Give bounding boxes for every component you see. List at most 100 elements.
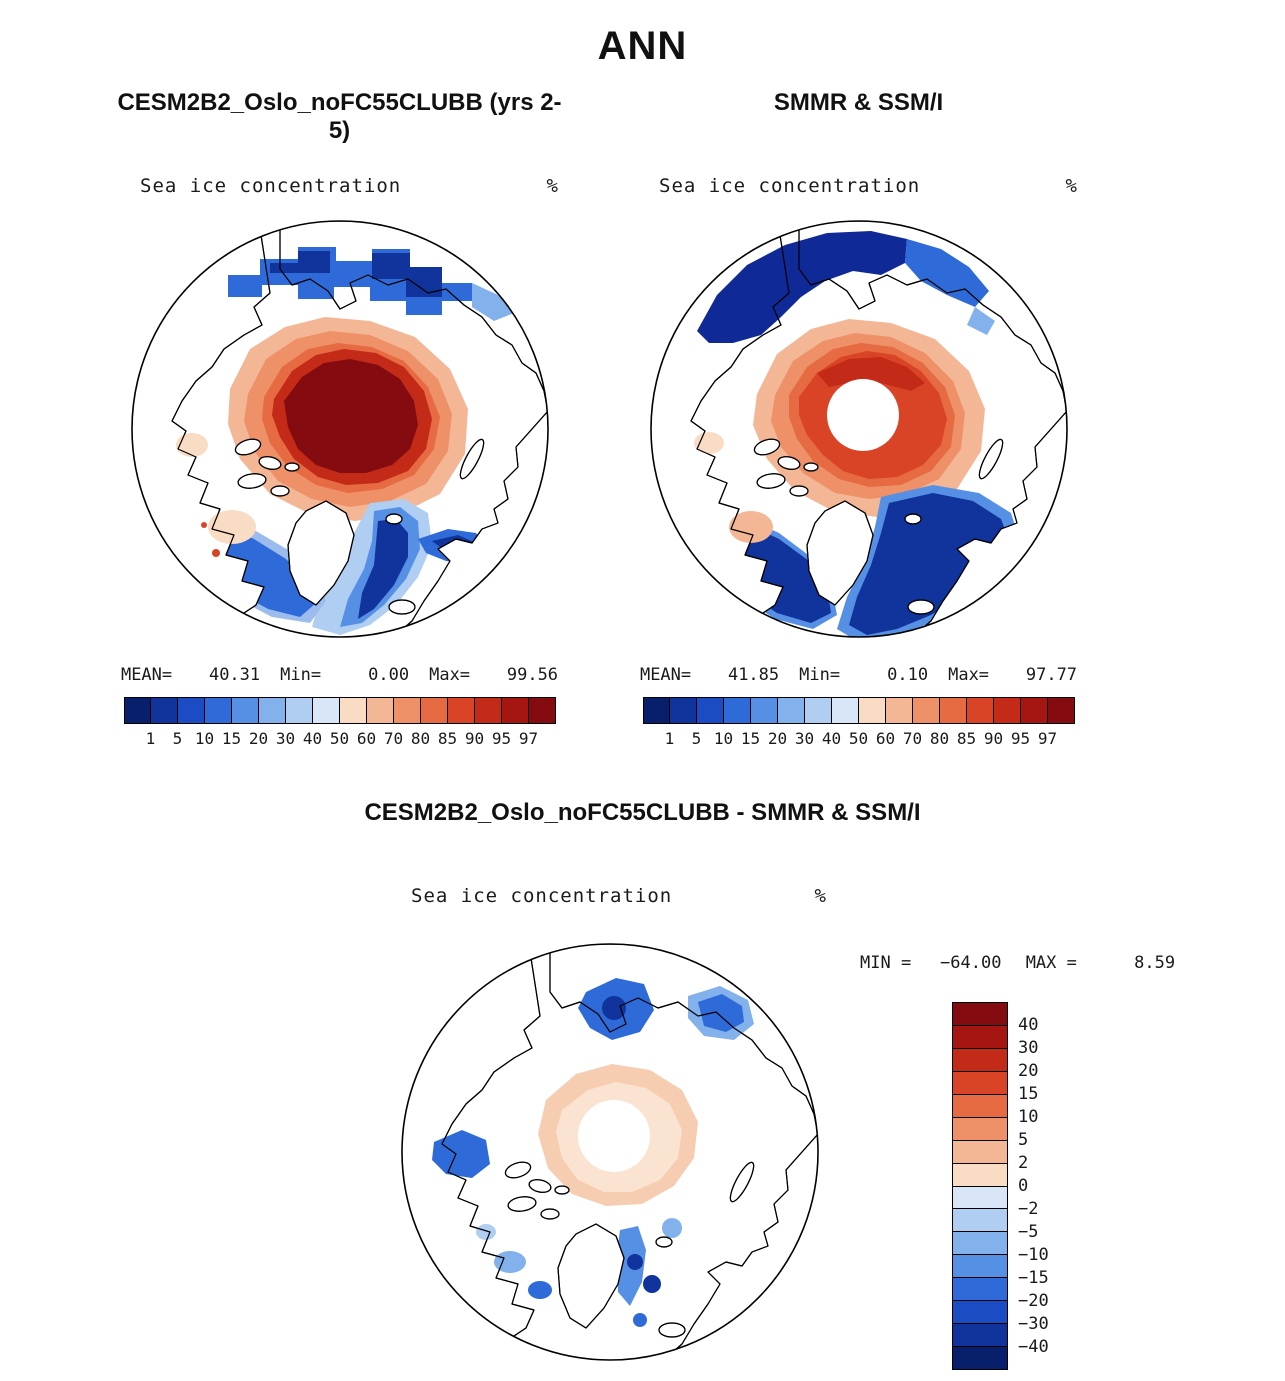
colorbar-tick: 97 [1037,729,1058,748]
colorbar-cell [724,698,752,723]
colorbar-tick: 60 [875,729,896,748]
map-boundary-circle [401,943,819,1361]
colorbar-tick: 80 [410,729,431,748]
colorbar-tick: 90 [983,729,1004,748]
colorbar-cell [232,698,260,723]
obs-field-row: Sea ice concentration % [631,175,1086,197]
colorbar-cell [528,698,555,723]
colorbar-cell [340,698,367,723]
colorbar-tick: 1 [145,729,156,748]
obs-panel-title: SMMR & SSM/I [773,89,944,116]
colorbar-tick: 30 [1018,1038,1039,1058]
colorbar-tick: 70 [383,729,404,748]
colorbar-cell [124,698,152,723]
colorbar-cell [286,698,314,723]
colorbar-tick: −10 [1018,1245,1049,1265]
colorbar-cell [953,1163,1007,1187]
colorbar-tick: 95 [1010,729,1031,748]
map-boundary-circle [649,220,1068,638]
colorbar-tick: 15 [221,729,242,748]
colorbar-cell [151,698,179,723]
model-field-row: Sea ice concentration % [112,175,567,197]
colorbar-cell [205,698,233,723]
difference-colorbar: 40 30 20 15 10 5 2 0 −2 −5 −10 −15 −20 −30 −40 [952,1002,1049,1370]
colorbar-cell [178,698,206,723]
colorbar-cell [697,698,725,723]
colorbar-cell [993,698,1021,723]
max-label: Max= [429,665,471,685]
colorbar-cell [953,1324,1007,1348]
colorbar-cell [670,698,698,723]
mean-value: 41.85 [727,665,780,685]
colorbar-tick-labels: 1 5 10 15 20 30 40 50 60 70 80 85 90 95 97 [124,729,556,751]
obs-colorbar: 1 5 10 15 20 30 40 50 60 70 80 85 90 95 97 [642,697,1075,751]
colorbar-tick: 20 [248,729,269,748]
colorbar-cell [953,1094,1007,1118]
colorbar-tick: 40 [821,729,842,748]
obs-stats: MEAN= 41.85 Min= 0.10 Max= 97.77 [631,665,1086,685]
min-label: Min= [799,665,841,685]
mean-label: MEAN= [639,665,692,685]
colorbar-tick: 90 [464,729,485,748]
model-field-label: Sea ice concentration [140,175,402,197]
colorbar-cell [912,698,940,723]
colorbar-tick: −40 [1018,1337,1049,1357]
colorbar-tick: −2 [1018,1199,1039,1219]
colorbar-cell [474,698,502,723]
map-boundary-circle [130,220,549,638]
colorbar-cell [953,1003,1007,1026]
colorbar-tick: 0 [1018,1176,1029,1196]
obs-units-label: % [1065,175,1078,197]
colorbar-cell [778,698,806,723]
colorbar-tick: 30 [275,729,296,748]
min-value: 0.10 [887,665,929,685]
max-label: Max= [948,665,990,685]
colorbar-tick: 60 [356,729,377,748]
colorbar-tick: 85 [437,729,458,748]
colorbar-cell [751,698,779,723]
colorbar-cell [859,698,886,723]
colorbar-tick: 20 [767,729,788,748]
colorbar-cell [953,1301,1007,1325]
colorbar-cells [642,697,1075,724]
colorbar-tick: 50 [848,729,869,748]
colorbar-cell [953,1025,1007,1049]
difference-area: Sea ice concentration % [0,833,1285,1378]
diff-min-value: −64.00 [940,953,1002,973]
colorbar-cell [420,698,448,723]
colorbar-cell [393,698,421,723]
figure-title: ANN [597,24,688,68]
model-panel-title: CESM2B2_Oslo_noFC55CLUBB (yrs 2-5) [117,89,562,144]
colorbar-cell [953,1048,1007,1072]
model-panel: Sea ice concentration % [112,175,567,751]
colorbar-cell [259,698,287,723]
colorbar-tick: 40 [302,729,323,748]
colorbar-cell [447,698,475,723]
colorbar-tick-labels: 1 5 10 15 20 30 40 50 60 70 80 85 90 95 97 [643,729,1075,751]
colorbar-cell [953,1278,1007,1302]
colorbar-cell [832,698,859,723]
obs-field-label: Sea ice concentration [659,175,921,197]
colorbar-tick: 10 [1018,1107,1039,1127]
diff-field-label: Sea ice concentration [411,885,673,907]
colorbar-cell [643,698,671,723]
model-units-label: % [546,175,559,197]
colorbar-tick: 85 [956,729,977,748]
colorbar-tick: 95 [491,729,512,748]
diff-min-label: MIN = [860,953,912,973]
diff-field-row: Sea ice concentration % [383,885,835,907]
colorbar-cell [939,698,967,723]
colorbar-tick: 40 [1018,1015,1039,1035]
diff-max-value: 8.59 [1134,953,1176,973]
mean-value: 40.31 [208,665,261,685]
colorbar-tick: −30 [1018,1314,1049,1334]
colorbar-cells [952,1002,1008,1370]
difference-panel-title: CESM2B2_Oslo_noFC55CLUBB - SMMR & SSM/I [364,799,921,826]
diff-units-label: % [814,885,827,907]
model-map [130,220,549,638]
mean-label: MEAN= [120,665,173,685]
colorbar-cell [953,1347,1007,1369]
colorbar-cell [953,1209,1007,1233]
colorbar-cell [953,1186,1007,1210]
